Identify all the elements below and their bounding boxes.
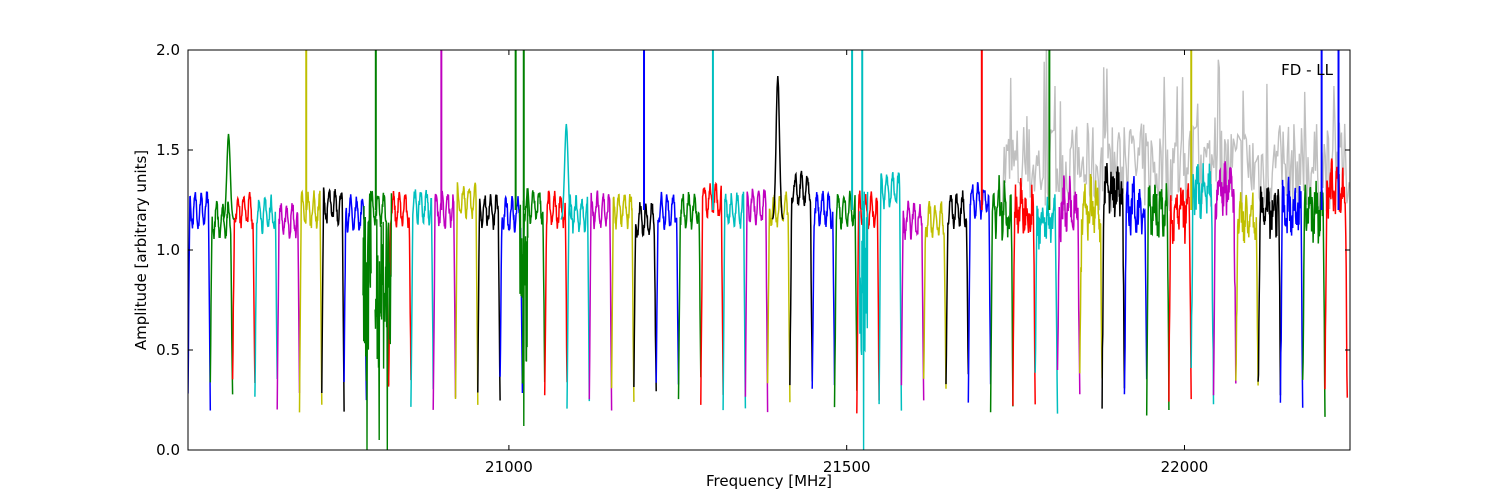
spectrum-segment [454,182,479,405]
spectrum-segment [387,190,412,387]
spectrum-segment [922,200,947,389]
spectrum-segment [744,188,769,413]
y-tick-label: 2.0 [156,41,180,59]
y-tick-label: 0.0 [156,441,180,459]
spectrum-segment [521,187,546,384]
spectrum-segment [410,189,434,407]
spectrum-segment [1279,176,1304,408]
y-axis-label: Amplitude [arbitrary units] [132,150,150,350]
spectrum-segment [254,194,278,397]
dip-mark [858,191,869,450]
background-series-line [1001,50,1350,213]
spectrum-segment [1145,183,1170,416]
x-axis-label: Frequency [MHz] [706,472,832,490]
spectrum-segment [499,194,524,394]
spectrum-segment [1257,186,1282,396]
spectrum-segment [766,191,791,403]
spectrum-segment [610,193,635,402]
spectrum-segment [1012,178,1036,406]
spectrum-segment [1168,183,1192,402]
spectrum-segment [1324,158,1349,398]
spectrum-segment [477,194,501,401]
spectrum-segment [231,191,256,384]
spectrum-segment [1123,176,1148,395]
peak-mark [771,75,784,220]
spectrum-segment [700,181,724,405]
spectrum-segment [945,190,970,385]
spectrum-segment [1034,194,1059,414]
spectrum-segment [1190,163,1215,405]
spectrum-segment [967,182,992,403]
peak-mark [222,133,235,221]
spectrum-segment [543,190,568,396]
x-tick-label: 21000 [485,458,533,476]
y-tick-label: 1.0 [156,241,180,259]
spectrum-segment [432,190,457,410]
spectrum-segment [276,203,301,410]
spectrum-segment [789,170,813,386]
spectrum-segment [321,187,345,412]
spectrum-segments-group [188,50,1349,450]
background-series-group [1001,50,1350,213]
spectrum-segment [1101,162,1126,409]
spectrum-segment [188,191,212,411]
axis-ticks-group: 21000 21500 22000 0.0 0.5 1.0 1.5 2.0 [156,41,1350,476]
dip-mark [362,190,372,450]
spectrum-segment [878,172,903,411]
spectrum-segment [1212,161,1237,396]
y-tick-label: 1.5 [156,141,180,159]
x-tick-label: 22000 [1161,458,1209,476]
spectrum-segment [655,191,680,385]
spectrum-segment [1235,192,1259,386]
spectrum-segment [677,191,702,400]
plot-annotation: FD - LL [1281,61,1333,79]
spectrum-segment [298,189,323,413]
spectrum-segment [1056,175,1081,395]
dip-mark [382,193,393,450]
peak-mark [560,123,573,220]
spectrum-segment [900,200,925,401]
x-tick-label: 21500 [823,458,871,476]
spectrum-segment [588,190,613,411]
spectrum-segment [811,190,836,389]
spectrum-segment [1079,173,1103,379]
dip-mark [519,190,529,427]
spectrum-segment [722,191,747,411]
y-tick-label: 0.5 [156,341,180,359]
spectrum-segment [833,190,858,408]
spectrum-segment [209,200,234,395]
spectrum-segment [989,175,1014,413]
spectrum-segment [566,194,591,409]
spectrum-segment [343,194,368,401]
dip-mark [374,219,384,441]
